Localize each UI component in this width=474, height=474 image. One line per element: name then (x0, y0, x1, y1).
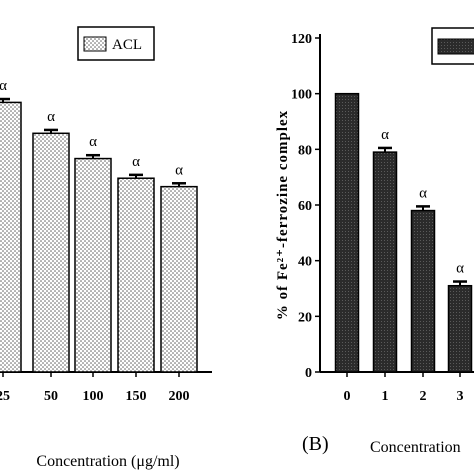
x-axis-label-a: Concentration (μg/ml) (36, 453, 179, 470)
bar (0, 101, 22, 373)
bar (117, 177, 155, 373)
y-tick-label: 80 (298, 143, 312, 158)
bar (410, 209, 436, 373)
y-tick-label: 120 (291, 32, 312, 47)
y-tick-label: 100 (291, 88, 312, 103)
panel-b: 0 20 40 60 80 100 120 0 α 1 α 2 α 3 (291, 32, 474, 404)
x-tick-label: 2 (420, 389, 427, 404)
x-tick-label: 3 (457, 389, 464, 404)
y-tick-label: 0 (305, 366, 312, 381)
legend-a-swatch (83, 36, 107, 52)
y-tick-label: 40 (298, 255, 312, 270)
panel-a: α 25 α 50 α 100 α 150 α 200 (0, 78, 212, 404)
y-axis-label-b: % of Fe²⁺-ferrozine complex (275, 110, 291, 320)
significance-label: α (47, 109, 55, 125)
significance-label: α (175, 162, 183, 178)
x-tick-label: 50 (44, 389, 58, 404)
x-tick-label: 100 (83, 389, 104, 404)
legend-a-label: ACL (112, 37, 142, 53)
bar (334, 92, 360, 373)
significance-label: α (419, 185, 427, 201)
legend-b-swatch (437, 38, 474, 55)
significance-label: α (89, 134, 97, 150)
significance-label: α (381, 127, 389, 143)
significance-label: α (0, 78, 7, 94)
legend-b (431, 27, 474, 65)
bar (447, 284, 473, 373)
x-tick-label: 0 (344, 389, 351, 404)
panel-label-b: (B) (302, 433, 329, 455)
legend-a: ACL (77, 26, 155, 61)
bar (32, 132, 70, 373)
x-tick-label: 200 (169, 389, 190, 404)
bar (74, 157, 112, 373)
y-tick-label: 60 (298, 199, 312, 214)
x-tick-label: 150 (126, 389, 147, 404)
y-tick-label: 20 (298, 310, 312, 325)
significance-label: α (132, 154, 140, 170)
bar (160, 185, 198, 373)
bar (372, 151, 398, 373)
x-tick-label: 1 (382, 389, 389, 404)
significance-label: α (456, 261, 464, 277)
x-axis-label-b: Concentration (370, 439, 461, 456)
x-tick-label: 25 (0, 389, 10, 404)
